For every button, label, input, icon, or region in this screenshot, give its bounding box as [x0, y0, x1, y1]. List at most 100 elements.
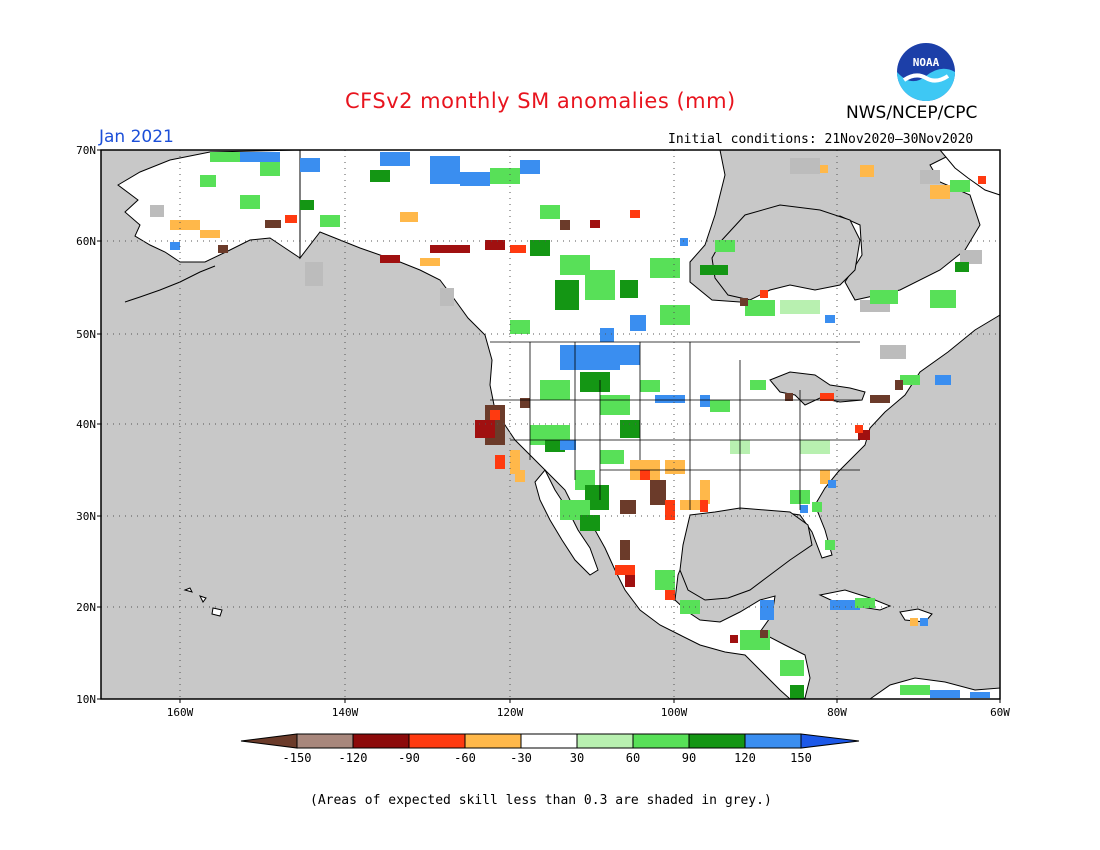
anomaly-cell	[870, 395, 890, 403]
anomaly-cell	[680, 238, 688, 246]
anomaly-cell	[490, 410, 500, 420]
legend-swatch	[520, 733, 578, 749]
anomaly-cell	[790, 685, 804, 699]
anomaly-cell	[935, 375, 951, 385]
anomaly-cell	[495, 455, 505, 469]
anomaly-cell	[200, 230, 220, 238]
state-borders	[490, 341, 860, 510]
anomaly-cell	[828, 480, 836, 488]
anomaly-cell	[760, 600, 774, 620]
legend-tick-label: -150	[283, 751, 312, 765]
anomaly-cell	[970, 692, 990, 698]
anomaly-cell	[665, 460, 685, 474]
lat-label: 50N	[76, 328, 96, 341]
anomaly-cell	[615, 565, 635, 575]
anomaly-cell	[150, 205, 164, 217]
hudson-bay	[711, 204, 861, 301]
anomaly-cell	[300, 200, 314, 210]
anomaly-cell	[650, 258, 680, 278]
anomaly-cell	[900, 685, 930, 695]
aleutian-islands	[124, 265, 216, 303]
anomaly-cell	[800, 440, 830, 454]
anomaly-cell	[240, 152, 280, 162]
initial-conditions-label: Initial conditions: 21Nov2020–30Nov2020	[668, 132, 974, 147]
anomaly-cell	[665, 500, 675, 520]
anomaly-cell	[700, 395, 710, 407]
legend-swatch	[632, 733, 690, 749]
anomaly-cell	[590, 220, 600, 228]
anomaly-cell	[530, 240, 550, 256]
lat-label: 70N	[76, 144, 96, 157]
anomaly-cell	[960, 250, 982, 264]
legend-tick-label: 120	[734, 751, 756, 765]
legend-tick-label: 30	[570, 751, 584, 765]
skill-footnote: (Areas of expected skill less than 0.3 a…	[310, 793, 772, 808]
anomaly-cell	[640, 380, 660, 392]
lat-label: 30N	[76, 510, 96, 523]
anomaly-cell	[490, 168, 520, 184]
latitude-labels: 70N 60N 50N 40N 30N 20N 10N	[76, 144, 101, 706]
anomaly-cell	[520, 160, 540, 174]
anomaly-cell	[170, 242, 180, 250]
anomaly-cell	[170, 220, 200, 230]
lon-label: 140W	[332, 706, 359, 719]
anomaly-cell	[265, 220, 281, 228]
anomaly-cell	[580, 515, 600, 531]
lat-label: 40N	[76, 418, 96, 431]
anomaly-cell	[380, 152, 410, 166]
anomaly-cell	[780, 300, 820, 314]
anomaly-cell	[630, 315, 646, 331]
anomaly-cell	[780, 660, 804, 676]
anomaly-cell	[700, 500, 708, 512]
legend-swatch	[408, 733, 466, 749]
anomaly-cell	[820, 393, 834, 401]
great-lakes	[769, 371, 866, 406]
lon-label: 80W	[827, 706, 847, 719]
anomaly-cell	[785, 393, 793, 401]
anomaly-cell	[750, 380, 766, 390]
anomaly-cell	[510, 450, 520, 474]
legend-arrow-low	[240, 733, 298, 749]
anomaly-cell	[200, 175, 216, 187]
legend-tick-label: -120	[339, 751, 368, 765]
anomaly-cell	[900, 375, 920, 385]
anomaly-cell	[510, 245, 526, 253]
anomaly-cell	[800, 505, 808, 513]
anomaly-cell	[630, 210, 640, 218]
legend-swatch	[296, 733, 354, 749]
anomaly-cell	[400, 212, 418, 222]
anomaly-cell	[430, 156, 460, 184]
anomaly-cell	[540, 205, 560, 219]
anomaly-cell	[560, 255, 590, 275]
target-month-label: Jan 2021	[99, 127, 174, 147]
anomaly-cell	[600, 450, 624, 464]
anomaly-cell	[560, 345, 620, 370]
anomaly-cell	[860, 165, 874, 177]
legend-swatch	[352, 733, 410, 749]
anomaly-cell	[620, 280, 638, 298]
legend-tick-label: -30	[510, 751, 532, 765]
longitude-labels: 160W 140W 120W 100W 80W 60W	[167, 699, 1010, 719]
anomaly-cell	[895, 380, 903, 390]
anomaly-cell	[655, 395, 685, 403]
anomaly-cell	[510, 320, 530, 334]
anomaly-cell	[460, 172, 490, 186]
anomaly-cell	[930, 690, 960, 698]
anomaly-cell	[760, 630, 768, 638]
anomaly-cell	[700, 265, 728, 275]
noaa-logo-icon: NOAA	[897, 43, 955, 101]
anomaly-cell	[745, 300, 775, 316]
legend-arrow-high	[800, 733, 860, 749]
anomaly-cell	[950, 180, 970, 192]
anomaly-cell	[820, 470, 830, 484]
hawaii-islands	[183, 587, 223, 617]
lon-label: 60W	[990, 706, 1010, 719]
anomaly-cell	[660, 305, 690, 325]
anomaly-cell	[305, 262, 323, 286]
lat-label: 10N	[76, 693, 96, 706]
anomaly-cell	[880, 345, 906, 359]
lon-label: 100W	[661, 706, 688, 719]
anomaly-cell	[620, 500, 636, 514]
anomaly-cell	[240, 195, 260, 209]
